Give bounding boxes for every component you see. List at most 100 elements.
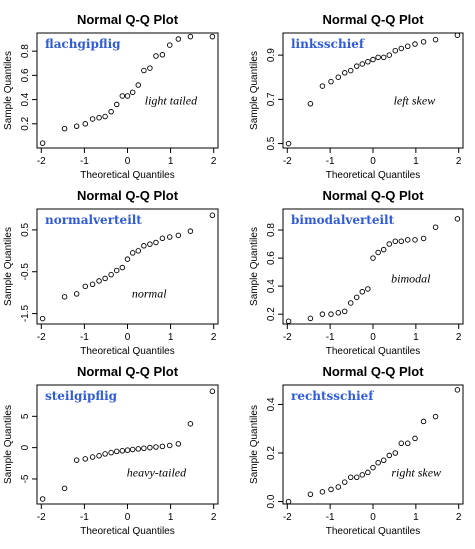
- x-tick-label: 2: [211, 332, 217, 343]
- distribution-label: flachgipflig: [45, 37, 121, 51]
- data-point: [328, 486, 334, 493]
- data-point: [141, 67, 147, 74]
- data-point: [119, 448, 126, 454]
- distribution-label: rechtsschief: [291, 389, 374, 403]
- data-point: [335, 74, 342, 80]
- data-point: [353, 474, 360, 481]
- data-point: [102, 113, 108, 120]
- x-tick-label: -2: [37, 332, 46, 343]
- data-point: [141, 243, 147, 249]
- data-point: [108, 449, 114, 456]
- data-point: [359, 61, 366, 67]
- data-point: [398, 440, 405, 447]
- data-point: [135, 248, 142, 254]
- qq-panel-flachgipflig: Normal Q-Q Plot -2 -1 0 1 2 0.2 0.4 0.6 0.8 Theore…: [3, 12, 219, 181]
- data-point: [307, 315, 314, 322]
- data-point: [89, 454, 96, 460]
- data-point: [347, 67, 354, 74]
- data-point: [187, 228, 194, 234]
- data-point: [129, 89, 136, 96]
- data-point: [129, 250, 136, 256]
- data-point: [341, 479, 348, 485]
- panel-title: Normal Q-Q Plot: [77, 188, 179, 203]
- y-tick-label: 0.5: [20, 223, 31, 237]
- qq-panel-rechtsschief: Normal Q-Q Plot -2 -1 0 1 2 0.0 0.2 0.4 Theoretic…: [249, 364, 464, 537]
- x-tick-label: 0: [370, 156, 376, 167]
- y-tick-label: 0.8: [20, 44, 31, 58]
- data-point: [209, 212, 216, 219]
- data-point: [347, 474, 354, 481]
- data-point: [392, 450, 399, 456]
- data-point: [454, 216, 461, 222]
- x-axis-label: Theoretical Quantiles: [326, 346, 421, 357]
- x-tick-label: -2: [37, 512, 46, 523]
- x-tick-label: -1: [326, 156, 335, 167]
- distribution-label: bimodalverteilt: [291, 213, 395, 227]
- data-point: [375, 249, 381, 256]
- x-axis-label: Theoretical Quantiles: [326, 526, 421, 537]
- data-point: [386, 241, 393, 247]
- data-point: [319, 489, 326, 495]
- y-tick-label: 0.2: [266, 307, 277, 321]
- data-point: [187, 421, 194, 427]
- data-point: [89, 116, 96, 122]
- data-point: [285, 318, 292, 324]
- data-point: [175, 232, 182, 239]
- data-point: [353, 294, 360, 301]
- data-point: [113, 448, 120, 455]
- data-point: [113, 101, 120, 108]
- x-axis-label: Theoretical Quantiles: [326, 170, 421, 181]
- x-tick-label: 0: [370, 332, 376, 343]
- distribution-label: steilgipflig: [45, 389, 118, 403]
- qq-panel-normalverteilt: Normal Q-Q Plot -2 -1 0 1 2 -1.5 -0.5 0.5 Theoret…: [3, 188, 219, 357]
- data-point: [365, 469, 371, 476]
- data-point: [102, 451, 108, 457]
- data-point: [375, 459, 381, 466]
- y-tick-label: 0.5: [266, 136, 277, 150]
- data-point: [398, 45, 405, 52]
- y-tick-label: 0.4: [266, 279, 277, 293]
- data-point: [147, 65, 153, 71]
- data-point: [119, 93, 126, 99]
- data-point: [454, 387, 461, 393]
- data-point: [380, 54, 387, 61]
- data-point: [73, 457, 80, 463]
- data-point: [102, 275, 108, 282]
- data-point: [82, 456, 89, 462]
- data-point: [209, 388, 216, 395]
- x-axis-label: Theoretical Quantiles: [80, 170, 175, 181]
- qq-panel-linksschief: Normal Q-Q Plot -2 -1 0 1 2 0.5 0.7 0.9 Theoretic…: [249, 12, 464, 181]
- x-tick-label: -2: [283, 512, 292, 523]
- y-tick-label: 0.9: [266, 48, 277, 62]
- data-point: [159, 235, 166, 242]
- y-axis-label: Sample Quantiles: [249, 227, 260, 306]
- data-point: [96, 114, 102, 121]
- shape-annotation: normal: [132, 287, 167, 301]
- y-axis-label: Sample Quantiles: [3, 51, 14, 130]
- x-tick-label: -2: [283, 156, 292, 167]
- data-point: [328, 78, 334, 85]
- data-point: [129, 446, 136, 453]
- data-point: [124, 93, 131, 99]
- x-tick-label: -1: [326, 332, 335, 343]
- y-tick-label: 0.6: [266, 251, 277, 265]
- data-point: [39, 315, 46, 322]
- data-point: [412, 41, 418, 47]
- data-point: [73, 291, 80, 297]
- shape-annotation: left skew: [394, 93, 436, 107]
- data-point: [341, 308, 348, 315]
- qq-panel-bimodalverteilt: Normal Q-Q Plot -2 -1 0 1 2 0.2 0.4 0.6 0.8 Theore…: [249, 188, 464, 357]
- data-point: [124, 256, 131, 262]
- y-tick-label: 0.2: [20, 116, 31, 130]
- data-point: [285, 498, 292, 505]
- data-point: [386, 452, 393, 459]
- y-tick-label: -0.5: [20, 263, 31, 281]
- data-point: [420, 39, 427, 45]
- data-point: [113, 267, 120, 274]
- y-axis-label: Sample Quantiles: [249, 405, 260, 484]
- x-tick-label: -2: [37, 156, 46, 167]
- x-tick-label: 2: [456, 332, 462, 343]
- y-tick-label: 0.0: [266, 494, 277, 508]
- data-point: [159, 52, 166, 58]
